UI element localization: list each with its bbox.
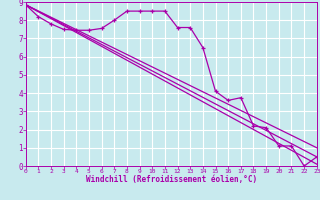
X-axis label: Windchill (Refroidissement éolien,°C): Windchill (Refroidissement éolien,°C) — [86, 175, 257, 184]
